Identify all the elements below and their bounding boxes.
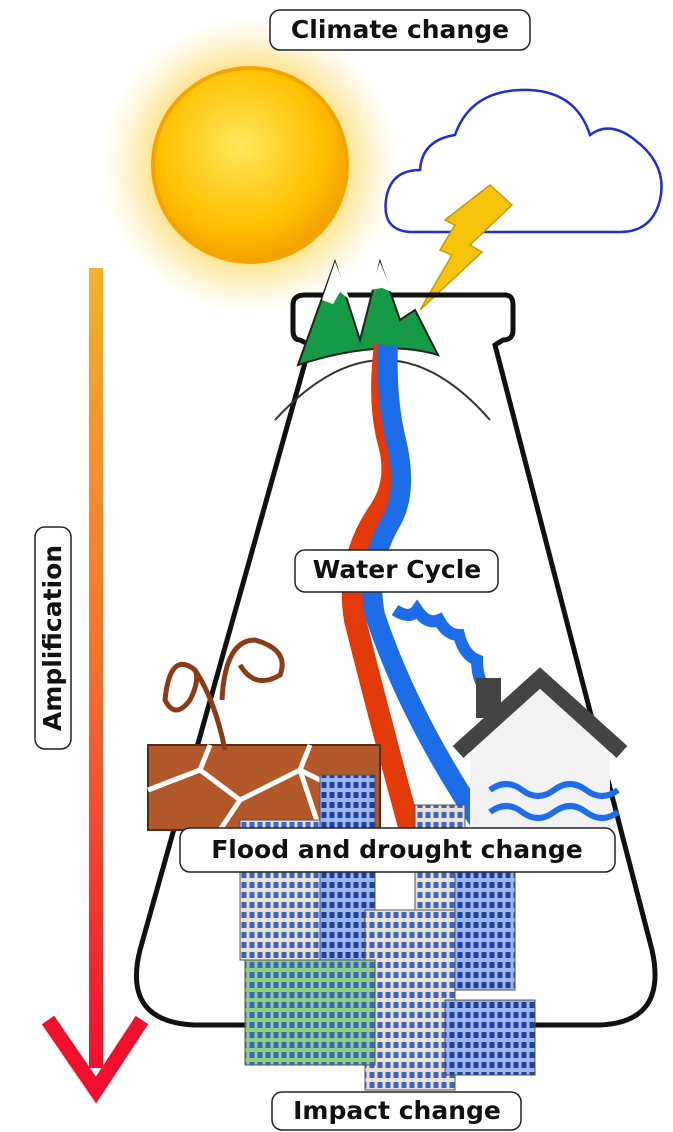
building	[445, 1000, 535, 1075]
label: Flood and drought change	[211, 835, 583, 864]
arrow-shaft	[89, 268, 103, 1068]
label: Water Cycle	[313, 555, 481, 584]
label: Impact change	[293, 1096, 501, 1125]
diagram: Climate change Water Cycle Flood and dro…	[0, 0, 673, 1132]
building	[365, 910, 455, 1090]
label: Amplification	[38, 545, 67, 731]
building	[455, 870, 515, 990]
sun	[153, 68, 347, 262]
cloud	[386, 90, 662, 232]
label: Climate change	[291, 15, 509, 44]
building	[245, 960, 375, 1065]
page: Climate change Water Cycle Flood and dro…	[0, 0, 673, 1132]
